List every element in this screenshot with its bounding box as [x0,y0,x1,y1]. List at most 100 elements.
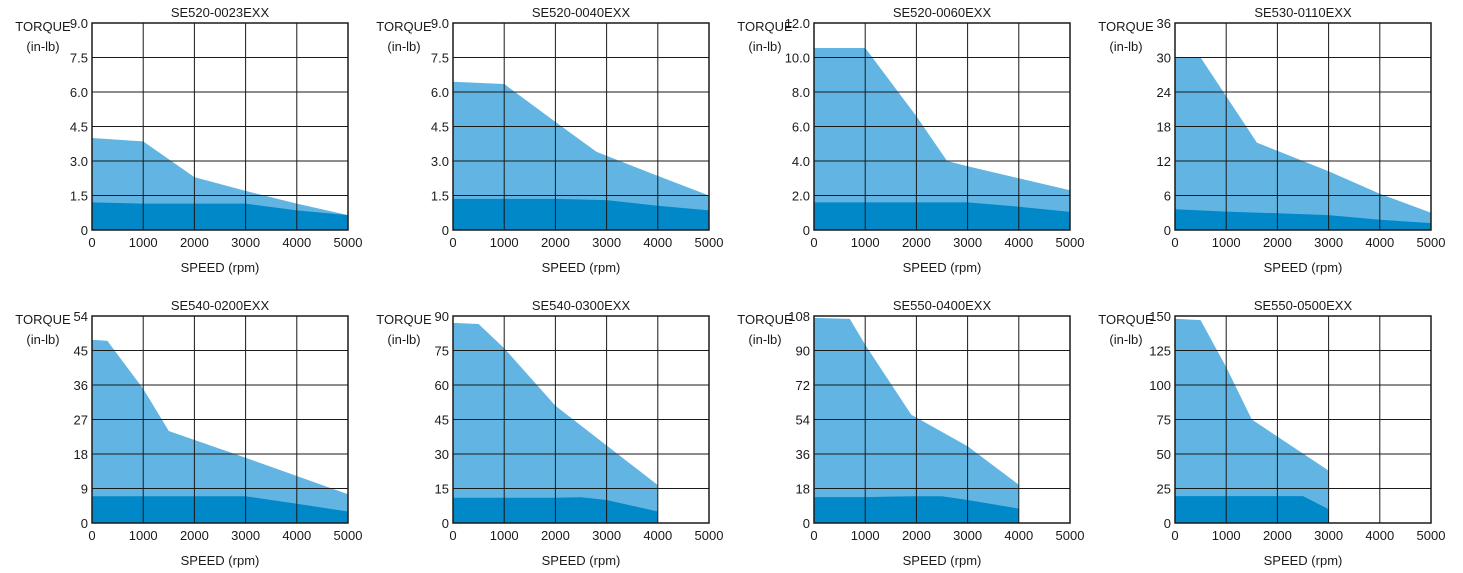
torque-chart-7: 0 1000 2000 3000 4000 5000 0 18 36 54 72 90 108 SE550… [737,298,1084,568]
y-tick-label: 18 [74,447,88,462]
x-axis-label: SPEED (rpm) [903,260,982,275]
x-tick-label: 3000 [592,235,621,250]
plot-frame [813,22,1071,231]
plot-frame [813,315,1071,524]
x-tick-label: 1000 [1212,528,1241,543]
y-tick-label: 4.5 [70,120,88,135]
y-tick-label: 75 [1157,413,1171,428]
x-axis-label: SPEED (rpm) [181,553,260,568]
y-tick-label: 50 [1157,447,1171,462]
x-axis-label: SPEED (rpm) [1264,260,1343,275]
x-tick-label: 4000 [282,235,311,250]
y-tick-label: 54 [796,413,810,428]
x-tick-label: 2000 [902,528,931,543]
y-axis-unit: (in-lb) [387,39,420,54]
y-tick-label: 6.0 [431,85,449,100]
x-axis-label: SPEED (rpm) [903,553,982,568]
x-tick-label: 4000 [1365,528,1394,543]
x-tick-label: 5000 [334,235,363,250]
y-axis-label: TORQUE [1098,312,1154,327]
y-tick-label: 75 [435,344,449,359]
y-tick-label: 12.0 [785,16,810,31]
y-tick-label: 9 [81,482,88,497]
continuous-torque-area [1175,496,1329,523]
x-tick-label: 2000 [1263,528,1292,543]
y-tick-label: 36 [74,378,88,393]
x-tick-label: 1000 [851,528,880,543]
y-tick-label: 0 [803,516,810,531]
torque-chart-4: 0 1000 2000 3000 4000 5000 0 6 12 18 24 30 36 SE530-0… [1098,5,1445,275]
y-tick-label: 3.0 [431,154,449,169]
peak-torque-area [1175,57,1431,230]
x-tick-label: 2000 [902,235,931,250]
x-axis-label: SPEED (rpm) [181,260,260,275]
x-axis-label: SPEED (rpm) [542,260,621,275]
y-tick-label: 9.0 [431,16,449,31]
x-tick-label: 3000 [231,528,260,543]
y-axis-unit: (in-lb) [1109,39,1142,54]
y-tick-label: 6 [1164,189,1171,204]
x-tick-label: 0 [1171,528,1178,543]
y-axis-unit: (in-lb) [387,332,420,347]
y-tick-label: 125 [1149,344,1171,359]
y-tick-label: 12 [1157,154,1171,169]
y-tick-label: 18 [796,482,810,497]
continuous-torque-area [1175,209,1431,230]
y-tick-label: 45 [435,413,449,428]
x-tick-label: 3000 [953,528,982,543]
y-tick-label: 0 [81,516,88,531]
y-tick-label: 2.0 [792,189,810,204]
plot-frame [452,22,710,231]
continuous-torque-area [814,202,1070,230]
y-axis-label: TORQUE [376,312,432,327]
x-tick-label: 1000 [1212,235,1241,250]
torque-chart-1: 0 1000 2000 3000 4000 5000 0 1.5 3.0 4.5 6.0 7.5 9.0… [15,5,362,275]
y-tick-label: 3.0 [70,154,88,169]
x-axis-label: SPEED (rpm) [1264,553,1343,568]
y-axis-label: TORQUE [376,19,432,34]
x-tick-label: 3000 [231,235,260,250]
x-tick-label: 5000 [1056,528,1085,543]
y-tick-label: 4.0 [792,154,810,169]
y-tick-label: 0 [442,516,449,531]
y-axis-unit: (in-lb) [748,332,781,347]
y-axis-unit: (in-lb) [748,39,781,54]
y-tick-label: 36 [796,447,810,462]
x-tick-label: 4000 [1004,528,1033,543]
x-tick-label: 5000 [1056,235,1085,250]
x-tick-label: 2000 [1263,235,1292,250]
y-tick-label: 0 [803,223,810,238]
plot-frame [91,315,349,524]
chart-title: SE520-0040EXX [532,5,631,20]
chart-title: SE520-0023EXX [171,5,270,20]
y-tick-label: 0 [442,223,449,238]
y-axis-label: TORQUE [15,312,71,327]
x-tick-label: 0 [810,528,817,543]
y-tick-label: 0 [1164,516,1171,531]
x-tick-label: 0 [88,528,95,543]
peak-torque-area [814,48,1070,230]
x-tick-label: 1000 [490,528,519,543]
chart-title: SE520-0060EXX [893,5,992,20]
y-tick-label: 25 [1157,482,1171,497]
y-tick-label: 100 [1149,378,1171,393]
torque-chart-8: 0 1000 2000 3000 4000 5000 0 25 50 75 100 125 150 SE5… [1098,298,1445,568]
torque-chart-6: 0 1000 2000 3000 4000 5000 0 15 30 45 60 75 90 SE540-… [376,298,723,568]
x-tick-label: 0 [88,235,95,250]
y-tick-label: 1.5 [431,189,449,204]
y-tick-label: 6.0 [70,85,88,100]
chart-title: SE550-0400EXX [893,298,992,313]
y-tick-label: 90 [796,344,810,359]
y-axis-label: TORQUE [737,19,793,34]
y-tick-label: 1.5 [70,189,88,204]
continuous-torque-area [453,198,709,230]
continuous-torque-area [92,496,348,523]
plot-frame [452,315,710,524]
x-tick-label: 2000 [180,528,209,543]
y-tick-label: 7.5 [70,51,88,66]
x-tick-label: 0 [449,235,456,250]
x-tick-label: 4000 [643,235,672,250]
x-tick-label: 5000 [1417,235,1446,250]
y-tick-label: 7.5 [431,51,449,66]
